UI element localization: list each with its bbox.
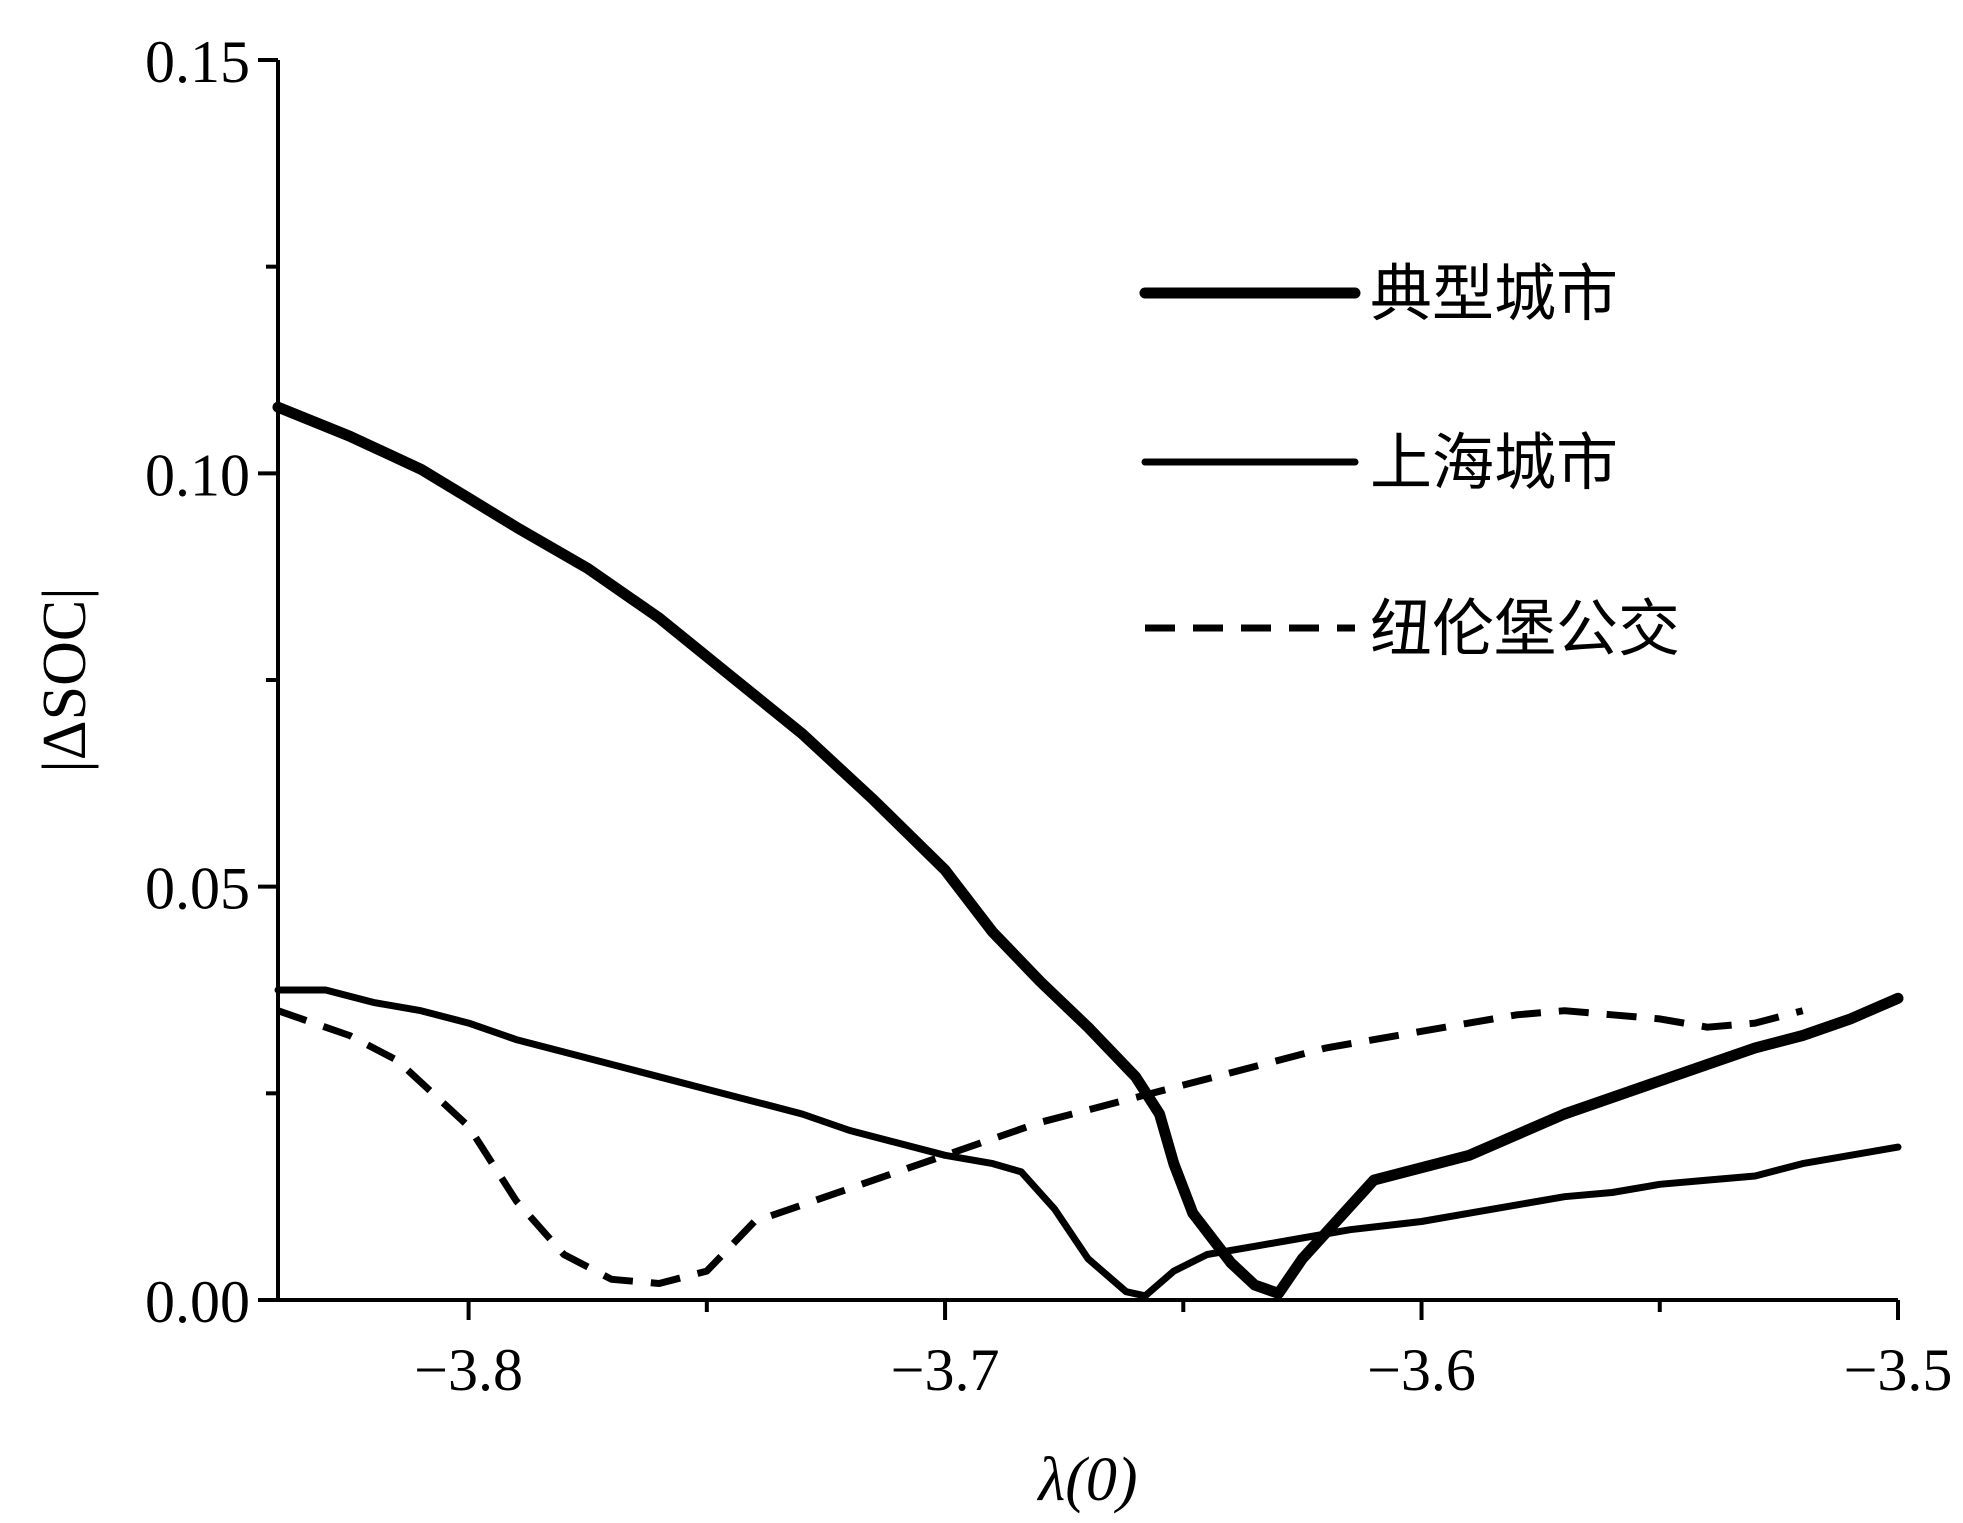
series-line-2 — [276, 1007, 1804, 1287]
y-tick-label: 0.05 — [145, 856, 250, 922]
legend-label-0: 典型城市 — [1370, 257, 1618, 330]
x-tick-label: −3.7 — [891, 1337, 1000, 1403]
x-tick-label: −3.5 — [1844, 1337, 1953, 1403]
y-axis-title: |ΔSOC| — [31, 587, 99, 772]
plot-lines — [272, 401, 1904, 1300]
y-tick-label: 0.15 — [145, 29, 250, 95]
ticks: 0.00 0.05 0.10 0.15 −3.8 −3.7 −3.6 −3.5 — [145, 29, 1952, 1403]
legend-label-2: 纽伦堡公交 — [1370, 592, 1680, 665]
legend-label-1: 上海城市 — [1370, 426, 1618, 499]
y-tick-label: 0.00 — [145, 1269, 250, 1335]
series-line-1 — [274, 986, 1902, 1300]
series-line-0 — [272, 401, 1904, 1299]
x-tick-label: −3.6 — [1367, 1337, 1476, 1403]
axes — [276, 60, 1898, 1302]
x-axis-title: λ(0) — [1036, 1446, 1137, 1514]
x-tick-label: −3.8 — [414, 1337, 523, 1403]
y-tick-label: 0.10 — [145, 442, 250, 508]
